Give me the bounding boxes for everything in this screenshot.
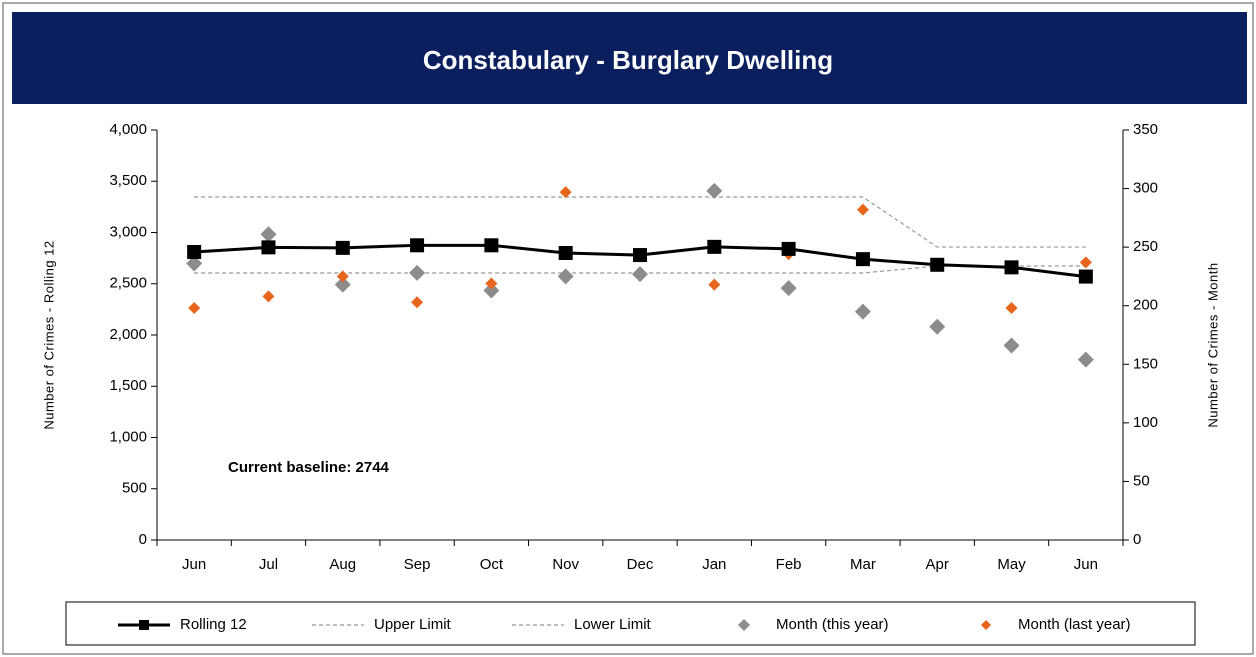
diamond-marker bbox=[706, 182, 723, 199]
diamond-marker bbox=[485, 277, 498, 290]
y2-tick-label: 100 bbox=[1133, 414, 1158, 431]
legend-label: Month (this year) bbox=[776, 616, 889, 633]
y2-tick-label: 350 bbox=[1133, 121, 1158, 138]
square-marker bbox=[335, 240, 350, 255]
y-tick-label: 1,500 bbox=[109, 377, 147, 394]
legend-label: Month (last year) bbox=[1018, 616, 1131, 633]
y-tick-label: 3,500 bbox=[109, 172, 147, 189]
y2-axis-label: Number of Crimes - Month bbox=[1205, 262, 1220, 427]
x-tick-label: Jan bbox=[702, 556, 726, 573]
diamond-marker bbox=[334, 276, 351, 293]
diamond-marker bbox=[188, 302, 201, 315]
x-tick-label: Apr bbox=[926, 556, 949, 573]
legend-swatch bbox=[738, 619, 750, 631]
square-marker bbox=[410, 238, 425, 253]
square-marker bbox=[930, 257, 945, 272]
y-tick-label: 2,000 bbox=[109, 326, 147, 343]
legend-swatch bbox=[981, 620, 991, 630]
title-banner bbox=[12, 12, 1247, 104]
x-tick-label: Feb bbox=[776, 556, 802, 573]
legend bbox=[65, 601, 1196, 646]
diamond-marker bbox=[929, 318, 946, 335]
square-marker bbox=[261, 240, 276, 255]
diamond-marker bbox=[409, 264, 426, 281]
square-marker bbox=[1078, 269, 1093, 284]
legend-swatch bbox=[139, 620, 149, 630]
square-marker bbox=[1004, 260, 1019, 275]
diamond-marker bbox=[262, 290, 275, 303]
diamond-marker bbox=[1079, 256, 1092, 269]
legend-label: Upper Limit bbox=[374, 616, 452, 633]
square-marker bbox=[484, 238, 499, 253]
diamond-marker bbox=[483, 282, 500, 299]
square-marker bbox=[707, 239, 722, 254]
square-marker bbox=[558, 246, 573, 260]
diamond-marker bbox=[1005, 302, 1018, 315]
diamond-marker bbox=[186, 255, 203, 272]
x-tick-label: Mar bbox=[850, 556, 876, 573]
diamond-marker bbox=[557, 268, 574, 285]
x-tick-label: Oct bbox=[480, 556, 504, 573]
diamond-marker bbox=[1003, 337, 1020, 354]
annotation: Current baseline: 2744 bbox=[228, 459, 390, 476]
limit-line bbox=[194, 196, 1086, 248]
y2-tick-label: 250 bbox=[1133, 238, 1158, 255]
square-marker bbox=[781, 241, 796, 256]
x-tick-label: Jun bbox=[1074, 556, 1098, 573]
chart-title: Constabulary - Burglary Dwelling bbox=[423, 45, 833, 75]
diamond-marker bbox=[632, 266, 648, 283]
y2-tick-label: 50 bbox=[1133, 472, 1150, 489]
x-tick-label: Jul bbox=[259, 556, 278, 573]
y2-tick-label: 0 bbox=[1133, 531, 1141, 548]
diamond-marker bbox=[854, 303, 871, 320]
diamond-marker bbox=[1077, 351, 1094, 368]
diamond-marker bbox=[708, 278, 721, 291]
diamond-marker bbox=[260, 226, 277, 243]
y-tick-label: 4,000 bbox=[109, 121, 147, 138]
square-marker bbox=[187, 244, 202, 259]
y-tick-label: 500 bbox=[122, 480, 147, 497]
diamond-marker bbox=[336, 270, 349, 283]
x-tick-label: May bbox=[997, 556, 1026, 573]
y2-tick-label: 150 bbox=[1133, 355, 1158, 372]
diamond-marker bbox=[411, 296, 424, 309]
square-marker bbox=[633, 248, 647, 263]
x-tick-label: Sep bbox=[404, 556, 431, 573]
y2-tick-label: 300 bbox=[1133, 180, 1158, 197]
legend-label: Lower Limit bbox=[574, 616, 652, 633]
y2-tick-label: 200 bbox=[1133, 297, 1158, 314]
y-tick-label: 1,000 bbox=[109, 428, 147, 445]
square-marker bbox=[855, 252, 870, 267]
diamond-marker bbox=[559, 186, 572, 199]
y-tick-label: 3,000 bbox=[109, 223, 147, 240]
legend-label: Rolling 12 bbox=[180, 616, 247, 633]
y-axis-label: Number of Crimes - Rolling 12 bbox=[41, 240, 56, 429]
diamond-marker bbox=[780, 280, 797, 297]
x-tick-label: Dec bbox=[627, 556, 654, 573]
y-tick-label: 0 bbox=[139, 531, 147, 548]
diamond-marker bbox=[856, 203, 869, 216]
x-tick-label: Jun bbox=[182, 556, 206, 573]
x-tick-label: Nov bbox=[552, 556, 579, 573]
y-tick-label: 2,500 bbox=[109, 275, 147, 292]
x-tick-label: Aug bbox=[329, 556, 356, 573]
